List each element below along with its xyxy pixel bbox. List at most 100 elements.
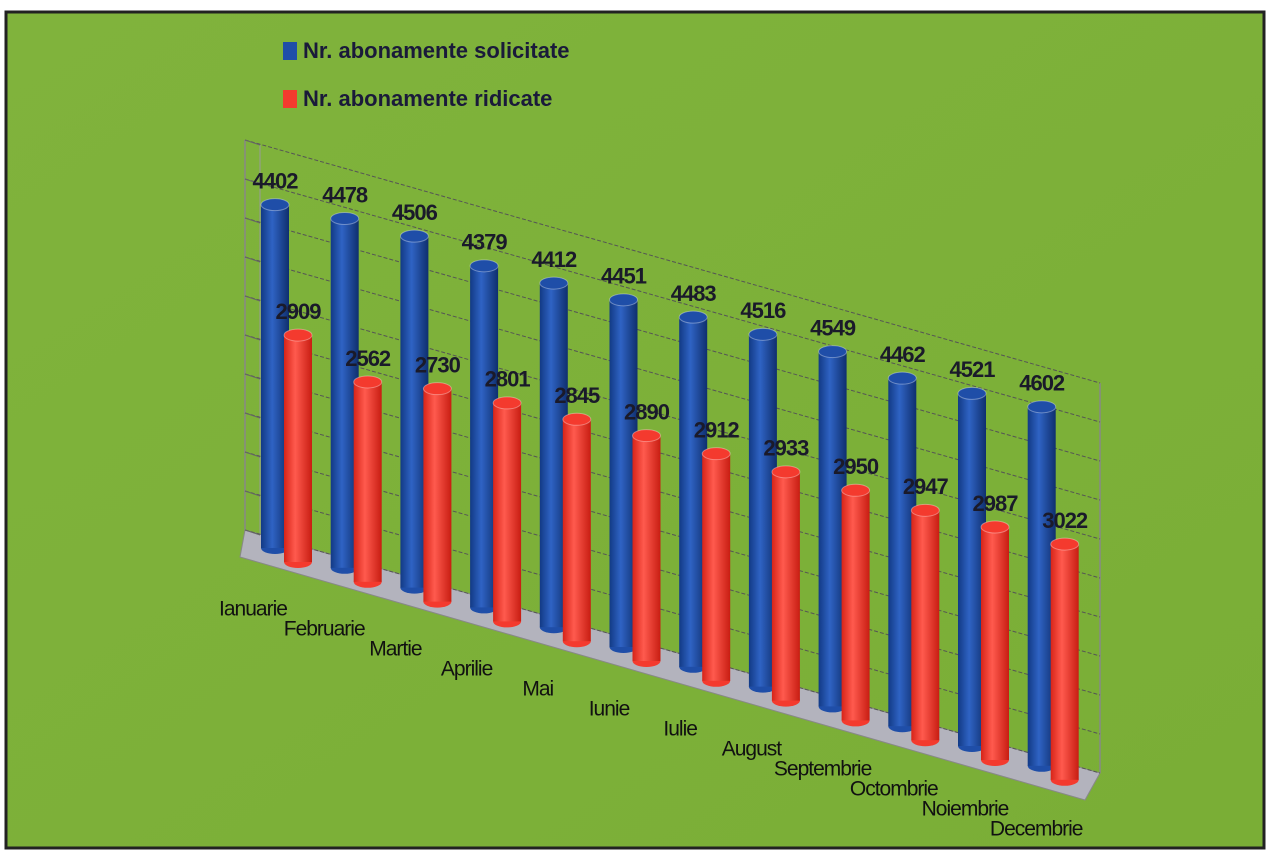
grid-line bbox=[244, 373, 1101, 618]
value-label: 4402 bbox=[253, 168, 299, 193]
grid-line bbox=[244, 178, 261, 185]
value-label: 4483 bbox=[671, 281, 717, 306]
cylinder-part bbox=[678, 310, 708, 324]
cylinder-part bbox=[887, 371, 917, 385]
cylinder-part bbox=[818, 345, 848, 359]
grid-line bbox=[244, 139, 1101, 384]
cylinder-part bbox=[702, 453, 731, 681]
cylinder bbox=[771, 465, 801, 707]
cylinder bbox=[632, 429, 661, 667]
cylinder-part bbox=[422, 382, 452, 396]
value-label: 2890 bbox=[624, 399, 670, 424]
value-label: 4412 bbox=[531, 247, 577, 272]
x-tick-label: Aprilie bbox=[441, 658, 493, 681]
cylinder-part bbox=[748, 327, 778, 341]
grid-line bbox=[244, 217, 1101, 462]
x-tick-label: Septembrie bbox=[774, 758, 872, 781]
legend-label: Nr. abonamente ridicate bbox=[303, 86, 552, 111]
cylinder bbox=[492, 396, 522, 628]
cylinder-part bbox=[841, 483, 871, 497]
x-tick-label: Iunie bbox=[589, 698, 630, 721]
value-label: 2987 bbox=[973, 491, 1019, 516]
cylinder-part bbox=[1050, 544, 1079, 780]
grid-line bbox=[244, 490, 261, 497]
cylinder bbox=[910, 503, 940, 747]
cylinder-part bbox=[330, 212, 360, 226]
value-label: 2562 bbox=[345, 346, 391, 371]
cylinder bbox=[841, 483, 871, 727]
value-label: 2933 bbox=[763, 436, 809, 461]
cylinder-part bbox=[1027, 400, 1057, 414]
value-label: 2947 bbox=[903, 474, 949, 499]
cylinder-part bbox=[353, 381, 382, 582]
cylinder-part bbox=[469, 259, 499, 273]
x-tick-label: Mai bbox=[522, 678, 553, 701]
grid-line bbox=[244, 529, 1101, 774]
x-tick-label: Iulie bbox=[663, 718, 697, 741]
cylinder-part bbox=[353, 375, 383, 389]
floor bbox=[239, 529, 1101, 801]
grid-line bbox=[244, 490, 1101, 735]
cylinder-part bbox=[609, 293, 638, 307]
value-label: 2801 bbox=[485, 367, 531, 392]
grid-line bbox=[244, 178, 1101, 423]
x-tick-label: Martie bbox=[369, 638, 422, 661]
value-label: 4379 bbox=[462, 230, 508, 255]
cylinder-part bbox=[981, 527, 1009, 760]
cylinder-part bbox=[493, 402, 522, 622]
cylinder-part bbox=[562, 412, 592, 426]
cylinder-part bbox=[841, 490, 870, 721]
value-label: 4506 bbox=[392, 200, 438, 225]
grid-line bbox=[244, 139, 261, 146]
grid-line bbox=[244, 256, 261, 263]
x-tick-label: Noiembrie bbox=[922, 798, 1009, 821]
cylinder-part bbox=[423, 388, 452, 602]
x-tick-label: Decembrie bbox=[990, 818, 1083, 841]
cylinder bbox=[562, 412, 592, 648]
legend-swatch bbox=[283, 42, 297, 60]
grid-line bbox=[244, 373, 261, 380]
cylinder-part bbox=[701, 447, 731, 461]
cylinder bbox=[1050, 537, 1080, 786]
value-label: 3022 bbox=[1042, 508, 1088, 533]
cylinder bbox=[353, 375, 383, 588]
grid-line bbox=[244, 451, 1101, 696]
grid-line bbox=[244, 256, 1101, 501]
grid-line bbox=[244, 334, 261, 341]
cylinder-part bbox=[260, 198, 290, 212]
cylinder bbox=[701, 447, 731, 687]
cylinder-part bbox=[910, 503, 940, 517]
cylinder-part bbox=[539, 276, 569, 290]
cylinder-part bbox=[283, 328, 313, 342]
cylinder-part bbox=[771, 471, 800, 701]
grid-line bbox=[244, 412, 1101, 657]
x-tick-label: Octombrie bbox=[850, 778, 938, 801]
cylinder-part bbox=[399, 229, 429, 243]
grid-line bbox=[244, 334, 1101, 579]
x-tick-label: August bbox=[722, 738, 783, 761]
value-label: 2950 bbox=[833, 454, 879, 479]
grid-line bbox=[244, 412, 261, 419]
cylinder-part bbox=[284, 335, 312, 562]
grid-line bbox=[244, 295, 1101, 540]
grid-line bbox=[244, 295, 261, 302]
grid-line bbox=[244, 529, 261, 536]
grid-line bbox=[244, 217, 261, 224]
grid-line bbox=[244, 451, 261, 458]
legend-label: Nr. abonamente solicitate bbox=[303, 38, 570, 63]
cylinder-part bbox=[1050, 537, 1080, 551]
value-label: 4451 bbox=[601, 264, 647, 289]
cylinder bbox=[283, 328, 313, 568]
value-label: 4549 bbox=[810, 315, 856, 340]
value-label: 2730 bbox=[415, 352, 461, 377]
legend-swatch bbox=[283, 90, 297, 108]
value-label: 4516 bbox=[740, 298, 786, 323]
x-tick-label: Ianuarie bbox=[219, 598, 287, 621]
cylinder-part bbox=[957, 386, 987, 400]
value-label: 4462 bbox=[880, 342, 926, 367]
cylinder bbox=[422, 382, 452, 608]
cylinder-part bbox=[562, 419, 591, 642]
cylinder-part bbox=[980, 520, 1010, 534]
